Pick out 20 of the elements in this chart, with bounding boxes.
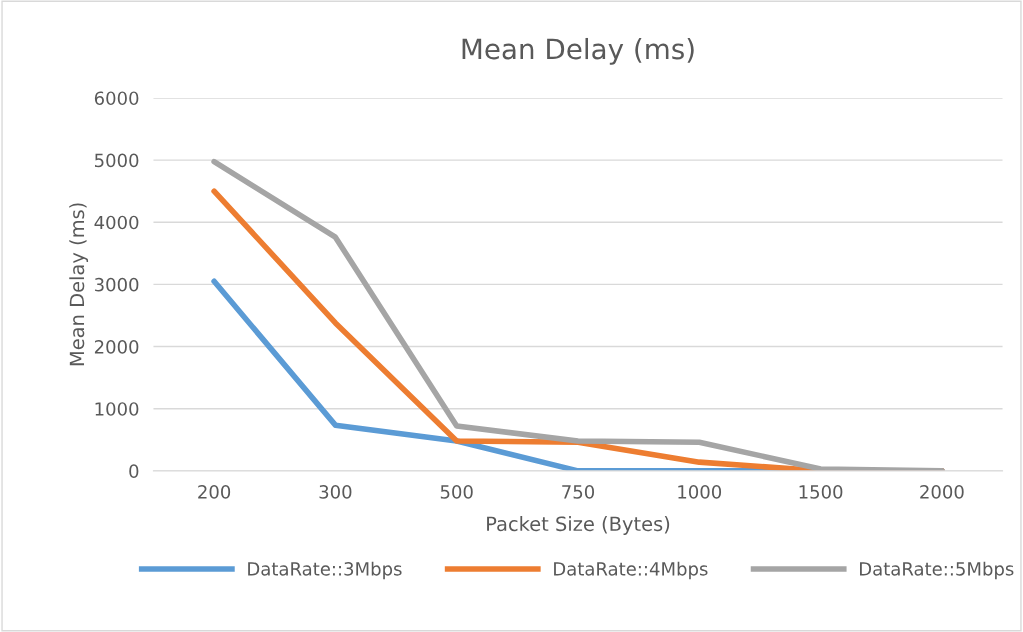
legend-label: DataRate::5Mbps: [860, 561, 1014, 580]
x-tick-label: 1000: [678, 485, 722, 499]
x-tick-label: 500: [440, 485, 473, 499]
legend-label: DataRate::3Mbps: [248, 561, 402, 580]
x-tick-label: 300: [319, 485, 352, 499]
y-tick-label: 1000: [95, 402, 139, 416]
y-tick-label: 3000: [94, 277, 139, 292]
x-tick-label: 2000: [920, 485, 964, 499]
x-tick-label: 750: [562, 485, 595, 499]
legend-label: DataRate::4Mbps: [554, 561, 708, 580]
x-tick-label: 1500: [799, 485, 843, 499]
y-tick-label: 2000: [94, 340, 139, 354]
x-tick-label: 200: [198, 485, 231, 499]
x-axis-title: Packet Size (Bytes): [487, 516, 670, 535]
chart-title: Mean Delay (ms): [462, 37, 694, 65]
y-tick-label: 6000: [94, 91, 139, 106]
y-tick-label: 0: [129, 464, 139, 478]
y-tick-label: 4000: [94, 215, 139, 230]
y-tick-label: 5000: [95, 153, 139, 168]
y-axis-title: Mean Delay (ms): [69, 203, 89, 366]
